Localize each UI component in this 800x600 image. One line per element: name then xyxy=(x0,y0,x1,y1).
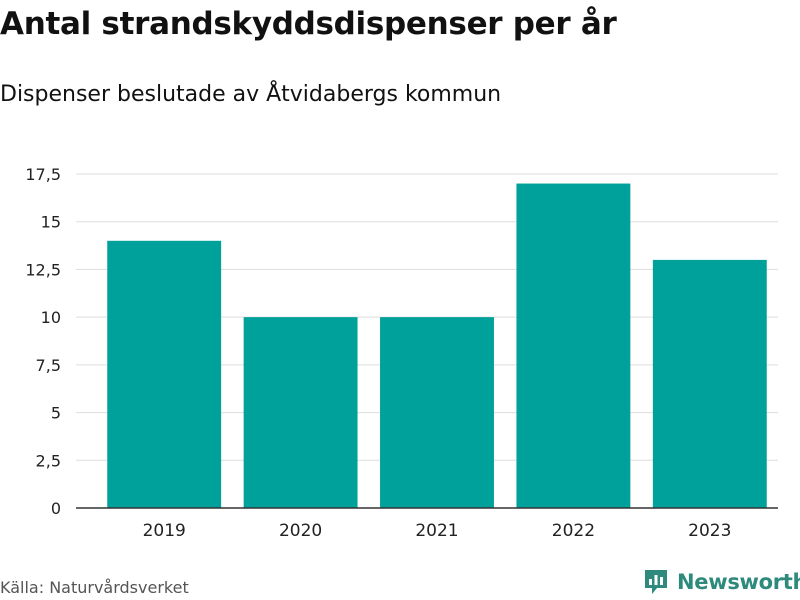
brand-logo: Newsworthy xyxy=(643,568,800,596)
bar-2019 xyxy=(107,240,222,509)
bar-2022 xyxy=(516,183,631,509)
y-tick-label: 0 xyxy=(51,499,61,518)
bar-2023 xyxy=(652,259,767,508)
newsworthy-chart-logo-icon xyxy=(645,570,667,594)
y-tick-label: 15 xyxy=(41,213,61,232)
axes: 0 2,5 5 7,5 10 12,5 15 17,5 2019 2020 2021 2022 2023 xyxy=(25,165,778,541)
x-tick-label: 2020 xyxy=(279,521,322,541)
y-tick-label: 7,5 xyxy=(36,356,61,375)
x-tick-label: 2019 xyxy=(143,521,186,541)
y-tick-label: 2,5 xyxy=(36,451,61,470)
x-tick-label: 2022 xyxy=(552,521,595,541)
bar-2020 xyxy=(243,317,358,508)
x-tick-label: 2021 xyxy=(415,521,458,541)
bar-2021 xyxy=(380,317,494,508)
y-tick-label: 12,5 xyxy=(25,260,61,279)
brand-name: Newsworthy xyxy=(677,570,800,594)
y-tick-label: 10 xyxy=(41,308,61,327)
bars xyxy=(107,183,767,509)
chart-subtitle: Dispenser beslutade av Åtvidabergs kommu… xyxy=(0,82,502,107)
y-tick-label: 17,5 xyxy=(25,165,61,184)
chart-title: Antal strandskyddsdispenser per år xyxy=(0,6,617,42)
y-tick-label: 5 xyxy=(51,404,61,423)
source-note: Källa: Naturvårdsverket xyxy=(0,578,189,597)
x-tick-label: 2023 xyxy=(688,521,731,541)
